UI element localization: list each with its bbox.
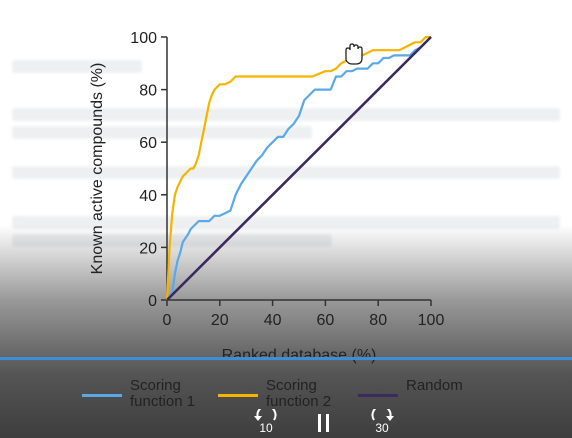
y-axis-title: Known active compounds (%) <box>89 63 106 275</box>
forward-30-button[interactable]: 30 <box>368 409 396 435</box>
x-tick-label: 0 <box>163 312 172 329</box>
y-tick-label: 20 <box>139 240 157 257</box>
pause-icon <box>318 414 329 432</box>
rewind-seconds-label: 10 <box>259 421 273 435</box>
x-tick-label: 60 <box>317 312 335 329</box>
rewind-10-icon <box>254 409 277 421</box>
x-tick-label: 40 <box>264 312 282 329</box>
hand-cursor-icon <box>345 43 363 65</box>
player-controls: 10 30 <box>0 405 572 438</box>
legend-item-random: Random <box>358 378 463 397</box>
pause-button[interactable] <box>315 413 333 433</box>
legend-item-scoring-function-2: Scoring function 2 <box>218 378 331 410</box>
y-tick-label: 100 <box>130 30 157 47</box>
video-progress-bar[interactable] <box>0 357 572 360</box>
chart-legend: Scoring function 1 Scoring function 2 Ra… <box>82 378 522 422</box>
legend-item-scoring-function-1: Scoring function 1 <box>82 378 195 410</box>
y-tick-label: 60 <box>139 135 157 152</box>
x-tick-label: 100 <box>418 312 445 329</box>
x-axis-title: Ranked database (%) <box>222 347 377 364</box>
chart-axes <box>166 37 431 301</box>
legend-swatch <box>358 394 398 397</box>
y-tick-label: 0 <box>148 293 157 310</box>
legend-swatch <box>218 394 258 397</box>
forward-seconds-label: 30 <box>375 421 389 435</box>
series-line-scoring-function-1 <box>166 36 432 301</box>
x-tick-label: 20 <box>211 312 229 329</box>
rewind-10-button[interactable]: 10 <box>252 409 280 435</box>
series-line-scoring-function-2 <box>165 35 431 301</box>
legend-label: Scoring function 1 <box>130 377 196 410</box>
series-line-random <box>166 36 432 301</box>
legend-swatch <box>82 394 122 397</box>
legend-label: Random <box>406 377 463 394</box>
y-tick-label: 40 <box>139 188 157 205</box>
forward-30-icon <box>371 409 394 421</box>
legend-label: Scoring function 2 <box>266 377 332 410</box>
y-tick-label: 80 <box>139 83 157 100</box>
x-tick-label: 80 <box>369 312 387 329</box>
